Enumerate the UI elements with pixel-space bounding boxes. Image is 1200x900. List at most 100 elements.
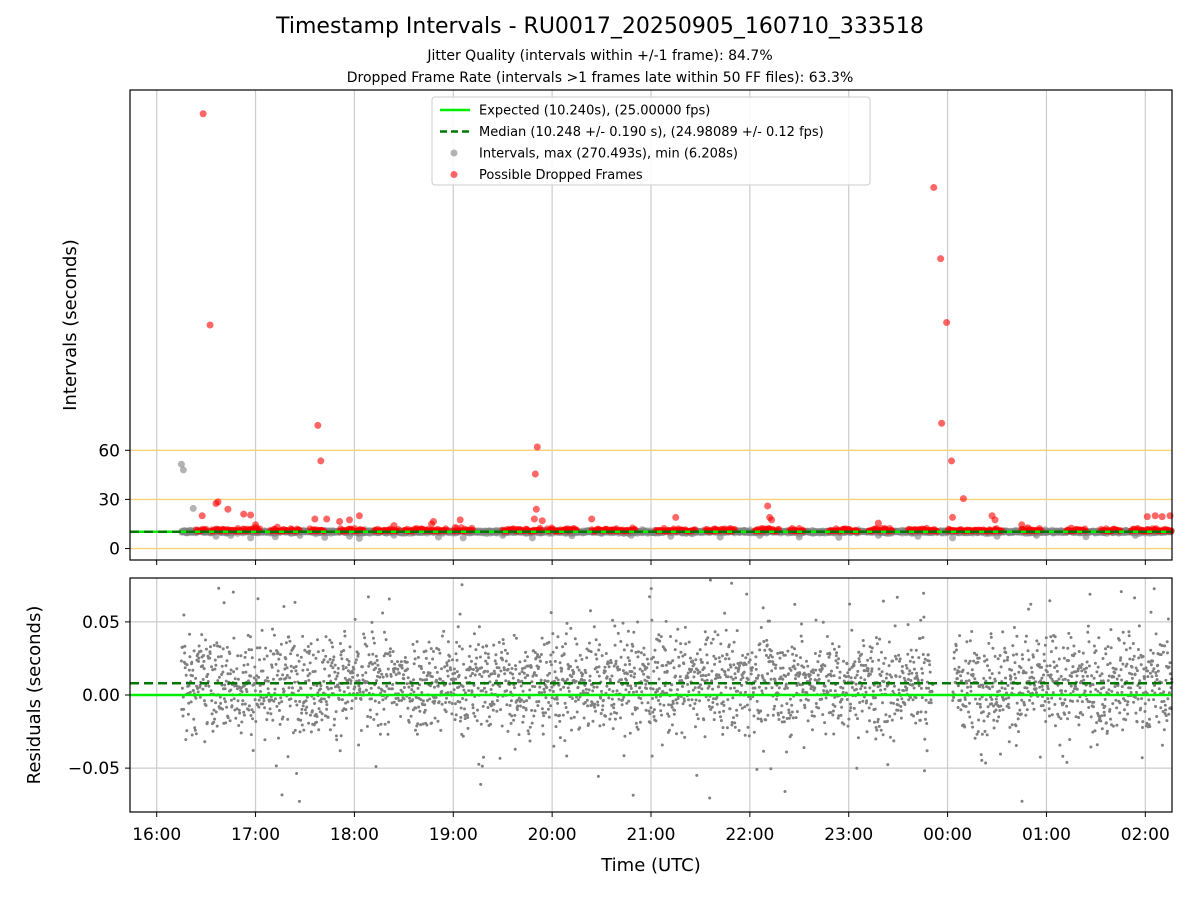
residual-point	[315, 720, 318, 724]
residual-point	[282, 689, 286, 693]
residual-point	[213, 658, 217, 662]
residual-point	[567, 689, 571, 693]
residual-point	[642, 672, 646, 676]
residual-point	[315, 715, 319, 718]
residual-point	[494, 653, 498, 657]
residual-point	[492, 643, 496, 647]
residual-point	[306, 645, 310, 648]
residual-point	[552, 744, 556, 748]
residual-point	[543, 679, 547, 683]
residual-point	[390, 687, 394, 691]
residual-point	[405, 682, 409, 686]
dropped-frame-point	[531, 470, 539, 478]
residual-point	[528, 739, 532, 743]
residual-point	[492, 702, 496, 706]
residual-point	[388, 650, 392, 654]
residual-point	[315, 684, 319, 688]
residual-point	[275, 704, 279, 708]
residual-point	[592, 625, 596, 629]
residual-point	[249, 733, 253, 737]
residual-point	[252, 710, 255, 714]
residual-point	[630, 649, 634, 653]
residual-point	[250, 708, 254, 712]
residual-point	[589, 650, 593, 654]
residual-point	[625, 701, 629, 705]
residual-point	[207, 684, 211, 688]
residual-point	[501, 658, 504, 662]
residual-point	[490, 700, 494, 704]
residual-point	[658, 639, 662, 643]
residual-point	[583, 683, 587, 687]
residual-point	[186, 712, 190, 716]
residual-point	[240, 720, 244, 724]
residual-point	[676, 688, 679, 692]
residual-point	[204, 638, 207, 642]
residual-point	[376, 663, 380, 667]
residual-point	[253, 665, 257, 669]
residual-point	[540, 691, 544, 695]
residual-point	[247, 708, 251, 712]
residual-point	[594, 653, 598, 656]
residual-point	[373, 699, 377, 703]
residual-point	[511, 672, 515, 676]
residual-point	[632, 630, 636, 634]
residual-point	[657, 699, 660, 702]
residual-point	[433, 685, 436, 689]
residual-point	[467, 654, 471, 658]
residual-point	[477, 762, 481, 766]
residual-point	[564, 706, 568, 709]
residual-point	[356, 673, 360, 677]
residual-point	[453, 718, 457, 722]
residual-point	[552, 679, 556, 683]
residual-point	[655, 666, 659, 670]
residual-point	[632, 675, 636, 679]
residual-point	[466, 726, 470, 730]
residual-point	[462, 662, 466, 666]
residual-point	[243, 702, 247, 706]
residual-point	[287, 635, 291, 639]
residual-point	[232, 670, 236, 674]
residual-point	[235, 707, 239, 711]
interval-point	[949, 534, 957, 542]
residual-point	[514, 667, 518, 671]
residual-point	[506, 652, 510, 655]
residual-point	[486, 706, 490, 709]
residual-point	[422, 671, 426, 674]
residual-point	[626, 656, 630, 660]
residual-point	[494, 662, 498, 666]
residual-point	[601, 698, 605, 702]
residual-point	[575, 695, 578, 699]
residual-point	[299, 655, 303, 659]
residual-point	[660, 713, 664, 717]
residual-point	[439, 677, 442, 681]
residual-point	[531, 684, 535, 688]
residual-point	[502, 668, 506, 672]
residual-point	[503, 672, 507, 676]
interval-point	[271, 533, 279, 541]
residual-point	[569, 626, 573, 630]
residual-point	[325, 707, 329, 711]
residual-point	[187, 684, 191, 688]
residual-point	[612, 702, 616, 706]
residual-point	[636, 727, 640, 731]
interval-point	[914, 532, 922, 540]
residual-point	[390, 660, 394, 663]
residual-point	[194, 696, 198, 700]
residual-point	[645, 657, 649, 661]
residual-point	[275, 649, 279, 653]
residual-point	[599, 712, 603, 715]
residual-point	[271, 718, 275, 722]
residual-point	[487, 674, 491, 678]
residual-point	[467, 689, 471, 693]
residual-point	[476, 708, 479, 712]
residual-point	[185, 729, 189, 733]
residual-point	[645, 679, 649, 683]
residual-point	[411, 708, 415, 712]
residual-point	[346, 669, 350, 673]
residual-point	[440, 702, 444, 706]
residual-point	[224, 721, 228, 725]
residual-point	[277, 701, 281, 705]
residual-point	[437, 648, 441, 652]
residual-point	[322, 679, 326, 683]
residual-point	[221, 707, 224, 711]
